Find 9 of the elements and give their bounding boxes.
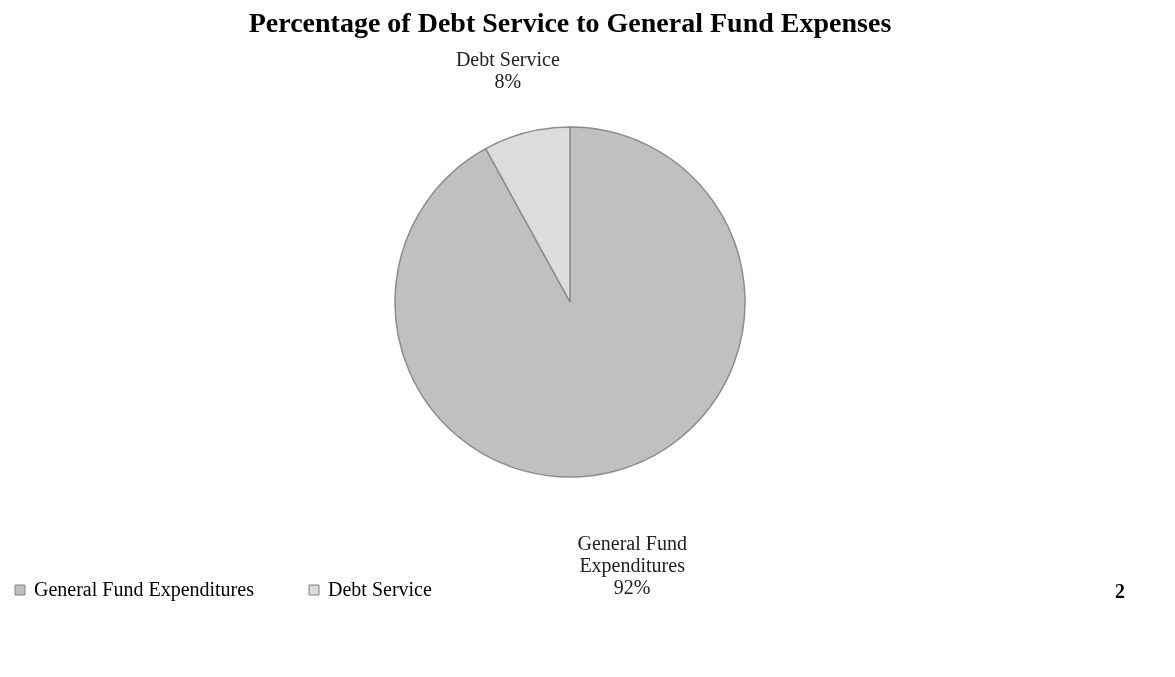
legend-label: General Fund Expenditures xyxy=(34,578,255,601)
slice-label: General Fund Expenditures xyxy=(577,532,687,578)
text: 2 xyxy=(1115,580,1125,602)
data-label: 8% xyxy=(494,69,522,92)
data-label: 92% xyxy=(613,576,651,599)
pie-slice xyxy=(394,126,746,478)
legend-label: Debt Service xyxy=(328,578,432,600)
slice-label: Debt Service xyxy=(455,47,560,70)
chart-title: Percentage of Debt Service to General Fund Expenses xyxy=(248,7,892,38)
